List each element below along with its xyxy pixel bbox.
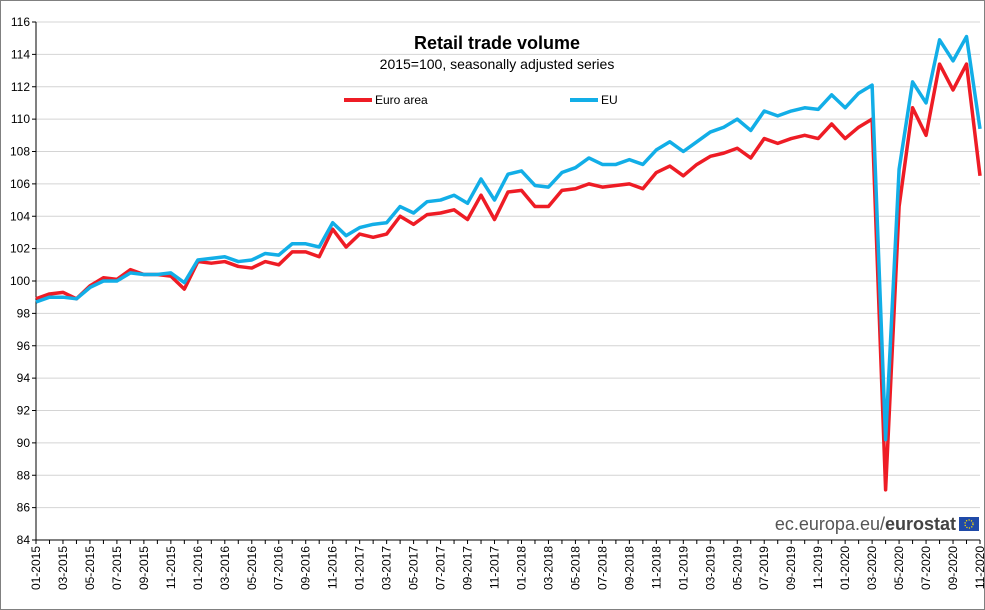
x-tick-labels: 01-2015 03-2015 05-2015 07-2015 09-2015 11-20… bbox=[29, 540, 985, 590]
y-tick-label: 114 bbox=[11, 47, 30, 61]
series-lines bbox=[35, 34, 982, 492]
chart-title: Retail trade volume bbox=[414, 33, 580, 53]
x-tick-label: 03-2016 bbox=[218, 546, 232, 590]
y-tick-label: 116 bbox=[11, 15, 30, 29]
x-tick-label: 11-2018 bbox=[649, 546, 663, 589]
x-tick-label: 01-2016 bbox=[191, 546, 205, 590]
x-tick-label: 05-2015 bbox=[83, 546, 97, 590]
x-tick-label: 03-2018 bbox=[541, 546, 555, 590]
x-tick-label: 07-2016 bbox=[272, 546, 286, 590]
x-tick-label: 09-2015 bbox=[137, 546, 151, 590]
x-tick-label: 07-2015 bbox=[110, 546, 124, 590]
legend: Euro area EU bbox=[344, 93, 618, 107]
x-tick-label: 07-2017 bbox=[434, 546, 448, 590]
x-tick-label: 01-2015 bbox=[29, 546, 43, 590]
y-tick-label: 112 bbox=[11, 80, 30, 94]
x-tick-label: 05-2020 bbox=[892, 546, 906, 590]
legend-label-eu: EU bbox=[601, 93, 618, 107]
y-tick-label: 86 bbox=[17, 501, 31, 515]
y-tick-label: 94 bbox=[17, 371, 31, 385]
x-tick-label: 07-2018 bbox=[595, 546, 609, 590]
y-tick-label: 100 bbox=[10, 274, 30, 288]
x-tick-label: 01-2018 bbox=[514, 546, 528, 590]
x-tick-label: 05-2017 bbox=[407, 546, 421, 590]
x-tick-label: 03-2015 bbox=[56, 546, 70, 590]
brand-name: eurostat bbox=[885, 514, 956, 534]
x-tick-label: 03-2019 bbox=[703, 546, 717, 590]
y-tick-label: 102 bbox=[10, 242, 30, 256]
x-tick-label: 03-2017 bbox=[380, 546, 394, 590]
x-tick-label: 07-2020 bbox=[919, 546, 933, 590]
series-line-eu bbox=[35, 34, 982, 442]
x-tick-label: 11-2020 bbox=[973, 546, 985, 589]
x-tick-label: 01-2019 bbox=[676, 546, 690, 590]
brand-text: ec.europa.eu/eurostat bbox=[775, 514, 956, 534]
y-tick-label: 106 bbox=[10, 177, 30, 191]
y-tick-label: 90 bbox=[17, 436, 31, 450]
x-tick-label: 09-2017 bbox=[461, 546, 475, 590]
x-tick-label: 09-2018 bbox=[622, 546, 636, 590]
eu-flag-icon bbox=[959, 517, 979, 531]
grid-lines bbox=[36, 21, 980, 509]
x-tick-label: 09-2020 bbox=[946, 546, 960, 590]
x-tick-label: 01-2020 bbox=[838, 546, 852, 590]
brand-prefix: ec.europa.eu/ bbox=[775, 514, 885, 534]
x-tick-label: 07-2019 bbox=[757, 546, 771, 590]
y-tick-label: 96 bbox=[17, 339, 31, 353]
y-tick-labels: 84 86 88 90 92 94 96 98 100 102 104 106 108 110 112 114… bbox=[10, 15, 36, 547]
x-tick-label: 11-2015 bbox=[164, 546, 178, 589]
x-tick-label: 05-2016 bbox=[245, 546, 259, 590]
chart-subtitle: 2015=100, seasonally adjusted series bbox=[380, 56, 615, 72]
y-tick-label: 108 bbox=[10, 145, 30, 159]
x-tick-label: 09-2019 bbox=[784, 546, 798, 590]
y-tick-label: 84 bbox=[17, 533, 31, 547]
x-tick-label: 01-2017 bbox=[353, 546, 367, 590]
y-tick-label: 98 bbox=[17, 306, 31, 320]
legend-label-euro-area: Euro area bbox=[375, 93, 428, 107]
y-tick-label: 104 bbox=[10, 209, 30, 223]
x-tick-label: 05-2018 bbox=[568, 546, 582, 590]
y-tick-label: 92 bbox=[17, 404, 31, 418]
x-tick-label: 11-2017 bbox=[488, 546, 502, 589]
x-tick-label: 09-2016 bbox=[299, 546, 313, 590]
y-tick-label: 110 bbox=[11, 112, 30, 126]
x-tick-label: 05-2019 bbox=[730, 546, 744, 590]
x-tick-label: 11-2019 bbox=[811, 546, 825, 589]
y-tick-label: 88 bbox=[17, 468, 31, 482]
eurostat-branding: ec.europa.eu/eurostat bbox=[775, 514, 979, 534]
x-tick-label: 11-2016 bbox=[326, 546, 340, 589]
x-tick-label: 03-2020 bbox=[865, 546, 879, 590]
